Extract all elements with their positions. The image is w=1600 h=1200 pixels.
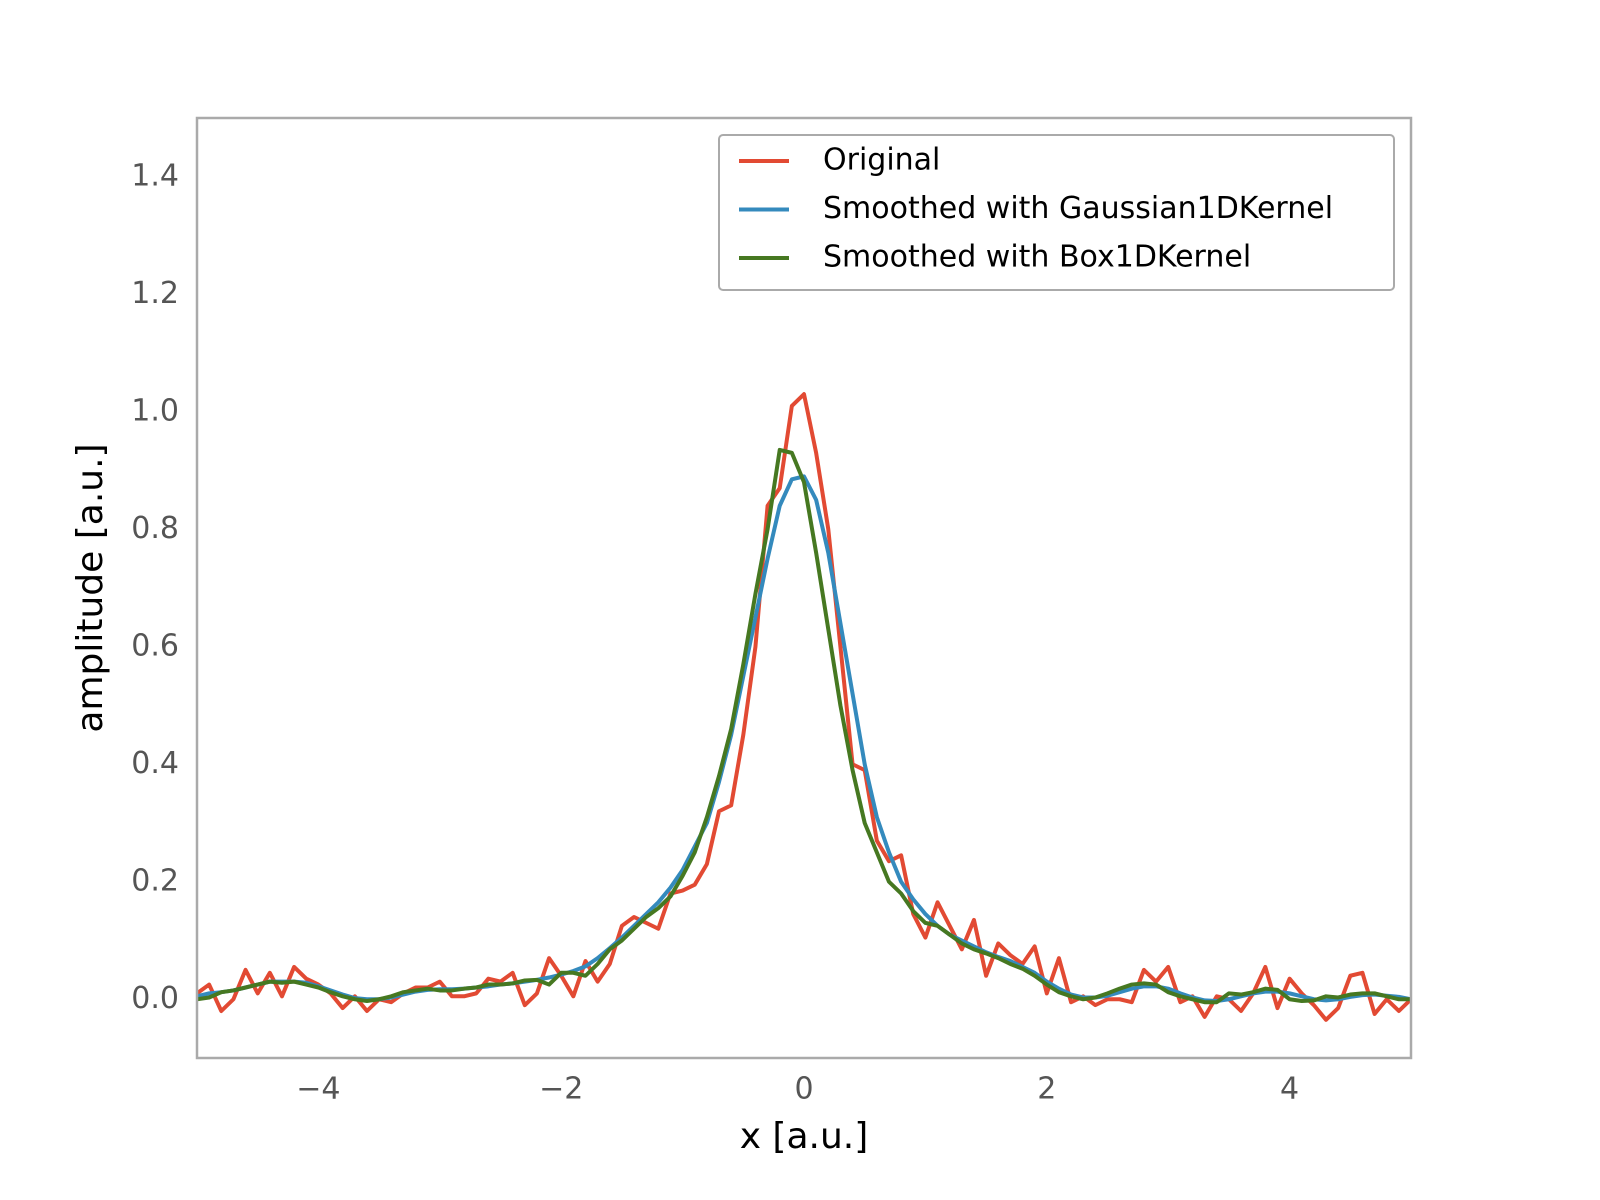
- y-tick-label: 0.4: [131, 746, 179, 781]
- x-tick-label: −2: [539, 1072, 583, 1107]
- plot-frame: [195, 116, 1413, 1060]
- y-tick-label: 1.2: [131, 276, 179, 311]
- legend-label: Smoothed with Gaussian1DKernel: [823, 191, 1333, 226]
- x-tick-label: 0: [794, 1072, 813, 1107]
- legend-label: Smoothed with Box1DKernel: [823, 240, 1251, 275]
- legend-box: [718, 134, 1395, 291]
- x-axis-label: x [a.u.]: [740, 1116, 869, 1157]
- y-tick-label: 0.0: [131, 981, 179, 1016]
- legend-label: Original: [823, 143, 940, 178]
- y-tick-label: 0.6: [131, 628, 179, 663]
- x-tick-label: −4: [296, 1072, 340, 1107]
- y-tick-label: 1.0: [131, 393, 179, 428]
- y-tick-label: 1.4: [131, 158, 179, 193]
- y-tick-label: 0.2: [131, 863, 179, 898]
- series-line: [197, 447, 1411, 1005]
- y-tick-label: 0.8: [131, 511, 179, 546]
- x-tick-label: 4: [1280, 1072, 1299, 1107]
- series-line: [197, 474, 1411, 1004]
- x-tick-label: 2: [1037, 1072, 1056, 1107]
- y-axis-label: amplitude [a.u.]: [70, 443, 111, 732]
